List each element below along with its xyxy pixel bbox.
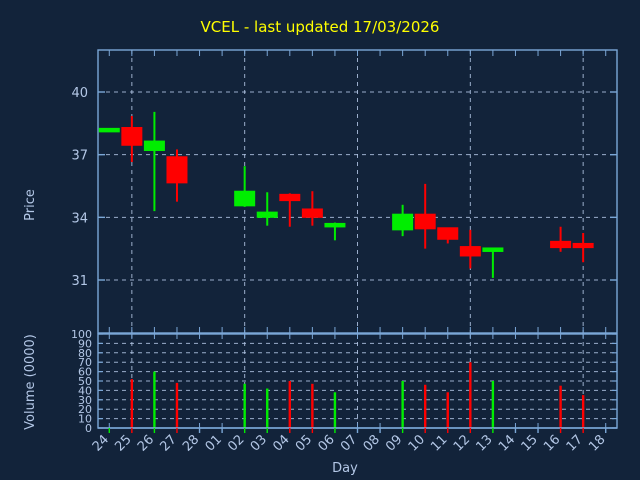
candlestick bbox=[98, 127, 120, 133]
candlestick bbox=[301, 191, 323, 226]
price-tick-label: 34 bbox=[71, 211, 88, 226]
volume-tick-label: 70 bbox=[78, 356, 92, 369]
candlestick bbox=[437, 227, 459, 244]
chart-title: VCEL - last updated 17/03/2026 bbox=[201, 18, 440, 36]
candlestick bbox=[550, 226, 572, 252]
volume-tick-label: 20 bbox=[78, 403, 92, 416]
candlestick bbox=[392, 204, 414, 237]
price-tick-label: 40 bbox=[71, 86, 88, 101]
price-axis-label: Price bbox=[23, 189, 38, 221]
candlestick bbox=[234, 166, 256, 207]
candlestick bbox=[279, 193, 301, 227]
volume-tick-label: 0 bbox=[85, 422, 92, 435]
candlestick bbox=[414, 183, 436, 249]
volume-tick-label: 90 bbox=[78, 337, 92, 350]
volume-tick-label: 60 bbox=[78, 366, 92, 379]
candlestick bbox=[482, 247, 504, 278]
candlestick bbox=[256, 192, 278, 226]
volume-tick-label: 50 bbox=[78, 375, 92, 388]
volume-tick-label: 30 bbox=[78, 394, 92, 407]
volume-tick-label: 100 bbox=[71, 328, 92, 341]
price-tick-label: 37 bbox=[71, 149, 88, 164]
candlestick bbox=[572, 233, 594, 263]
candlestick bbox=[324, 222, 346, 241]
x-axis: 24 25 26 27 28 01 02 03 04 05 06 07 08 09 10 11 12 13 14 15… bbox=[90, 427, 617, 455]
price-panel: 40 37 34 31 bbox=[71, 49, 618, 334]
day-axis-label: Day bbox=[332, 461, 358, 476]
volume-tick-label: 10 bbox=[78, 413, 92, 426]
candlestick bbox=[459, 229, 481, 269]
volume-tick-label: 40 bbox=[78, 384, 92, 397]
candlestick bbox=[121, 116, 143, 162]
price-tick-label: 31 bbox=[71, 274, 88, 289]
volume-tick-label: 80 bbox=[78, 347, 92, 360]
volume-axis-label: Volume (0000) bbox=[23, 334, 38, 430]
candlestick bbox=[166, 149, 188, 202]
candlestick bbox=[143, 111, 165, 212]
